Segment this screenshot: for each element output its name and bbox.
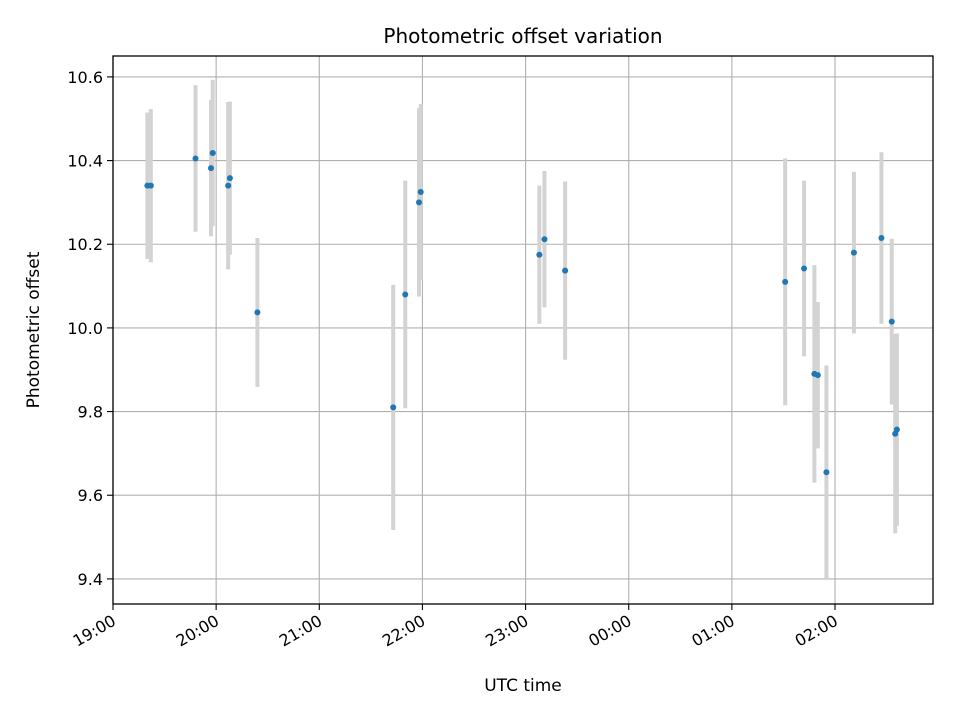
data-point <box>390 404 397 411</box>
data-point <box>801 265 808 272</box>
y-tick-label: 9.8 <box>78 403 103 422</box>
data-point <box>850 249 857 256</box>
y-tick-label: 10.0 <box>67 319 103 338</box>
data-point <box>147 182 154 189</box>
data-point <box>782 278 789 285</box>
data-point <box>541 236 548 243</box>
grid <box>112 56 933 604</box>
data-point <box>254 309 261 316</box>
data-point <box>878 234 885 241</box>
data-point <box>207 165 214 172</box>
data-point <box>814 372 821 379</box>
data-points <box>144 150 900 476</box>
data-point <box>562 267 569 274</box>
y-tick-label: 9.4 <box>78 570 103 589</box>
data-point <box>192 155 199 162</box>
y-tick-label: 10.4 <box>67 152 103 171</box>
y-axis-label: Photometric offset <box>24 251 44 408</box>
y-tick-label: 10.2 <box>67 235 103 254</box>
data-point <box>823 469 830 476</box>
data-point <box>225 182 232 189</box>
data-point <box>402 291 409 298</box>
data-point <box>888 318 895 325</box>
y-tick-label: 9.6 <box>78 486 103 505</box>
x-axis-label: UTC time <box>484 676 562 696</box>
y-tick-label: 10.6 <box>67 68 103 87</box>
data-point <box>893 426 900 433</box>
data-point <box>417 188 424 195</box>
data-point <box>415 199 422 206</box>
y-axis-ticks: 9.4 9.6 9.8 10.0 10.2 10.4 10.6 <box>67 68 113 589</box>
plot-frame <box>112 55 934 605</box>
data-point <box>536 251 543 258</box>
data-point <box>209 150 216 157</box>
chart-title: Photometric offset variation <box>383 24 662 48</box>
data-point <box>226 175 233 182</box>
